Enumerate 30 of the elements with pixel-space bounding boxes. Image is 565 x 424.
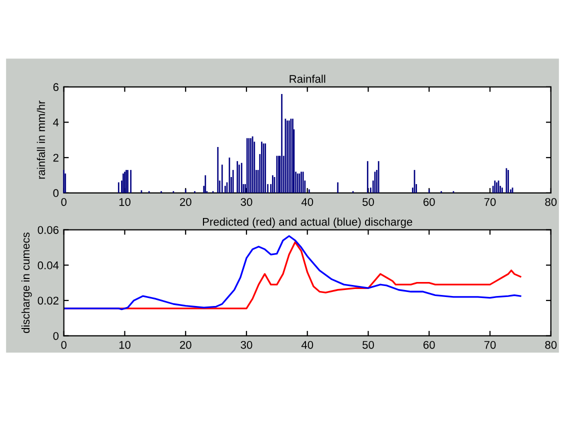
x-tick-label: 10 [119, 340, 130, 349]
y-tick-label: 4 [53, 118, 59, 126]
y-tick-label: 0.04 [38, 261, 59, 270]
y-tick-label: 0 [53, 332, 59, 340]
x-tick-label: 50 [362, 340, 374, 349]
x-tick-label: 70 [484, 340, 496, 349]
x-tick-label: 10 [119, 198, 130, 206]
y-tick-label: 0 [53, 189, 59, 198]
x-tick-label: 50 [362, 198, 374, 206]
x-tick-label: 70 [484, 198, 496, 206]
x-tick-label: 80 [545, 340, 557, 349]
x-tick-label: 40 [301, 340, 314, 349]
x-tick-label: 0 [61, 340, 66, 349]
y-tick-label: 6 [53, 83, 58, 92]
y-axis-title: rainfall in mm/hr [36, 100, 46, 179]
y-axis-title: discharge in cumecs [21, 232, 32, 333]
x-tick-label: 60 [424, 198, 435, 206]
x-tick-label: 30 [240, 340, 252, 349]
chart-title: Predicted (red) and actual (blue) discharge [202, 218, 412, 228]
y-tick-label: 0.06 [38, 226, 58, 234]
x-tick-label: 60 [424, 340, 435, 349]
x-tick-label: 0 [61, 198, 66, 206]
x-tick-label: 80 [545, 198, 557, 206]
x-tick-label: 30 [240, 198, 252, 206]
y-tick-label: 0.02 [38, 296, 58, 305]
x-tick-label: 40 [301, 198, 314, 206]
x-tick-label: 20 [180, 340, 192, 349]
y-tick-label: 2 [53, 154, 58, 162]
x-tick-label: 20 [180, 198, 192, 206]
chart-title: Rainfall [290, 74, 326, 83]
